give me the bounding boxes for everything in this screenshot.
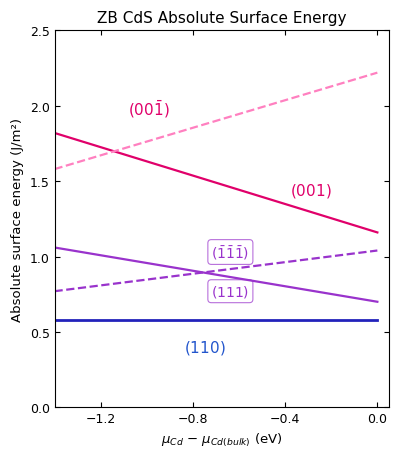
- Text: $(00\bar{1})$: $(00\bar{1})$: [128, 99, 170, 120]
- Y-axis label: Absolute surface energy (J/m²): Absolute surface energy (J/m²): [11, 118, 24, 321]
- Title: ZB CdS Absolute Surface Energy: ZB CdS Absolute Surface Energy: [97, 11, 346, 26]
- Text: $(001)$: $(001)$: [290, 182, 331, 200]
- X-axis label: $\mu_{Cd}$ $-$ $\mu_{Cd(bulk)}$ (eV): $\mu_{Cd}$ $-$ $\mu_{Cd(bulk)}$ (eV): [161, 431, 282, 448]
- Text: $(110)$: $(110)$: [184, 338, 225, 356]
- Text: $(111)$: $(111)$: [211, 284, 250, 300]
- Text: $(\bar{1}\bar{1}\bar{1})$: $(\bar{1}\bar{1}\bar{1})$: [211, 244, 250, 261]
